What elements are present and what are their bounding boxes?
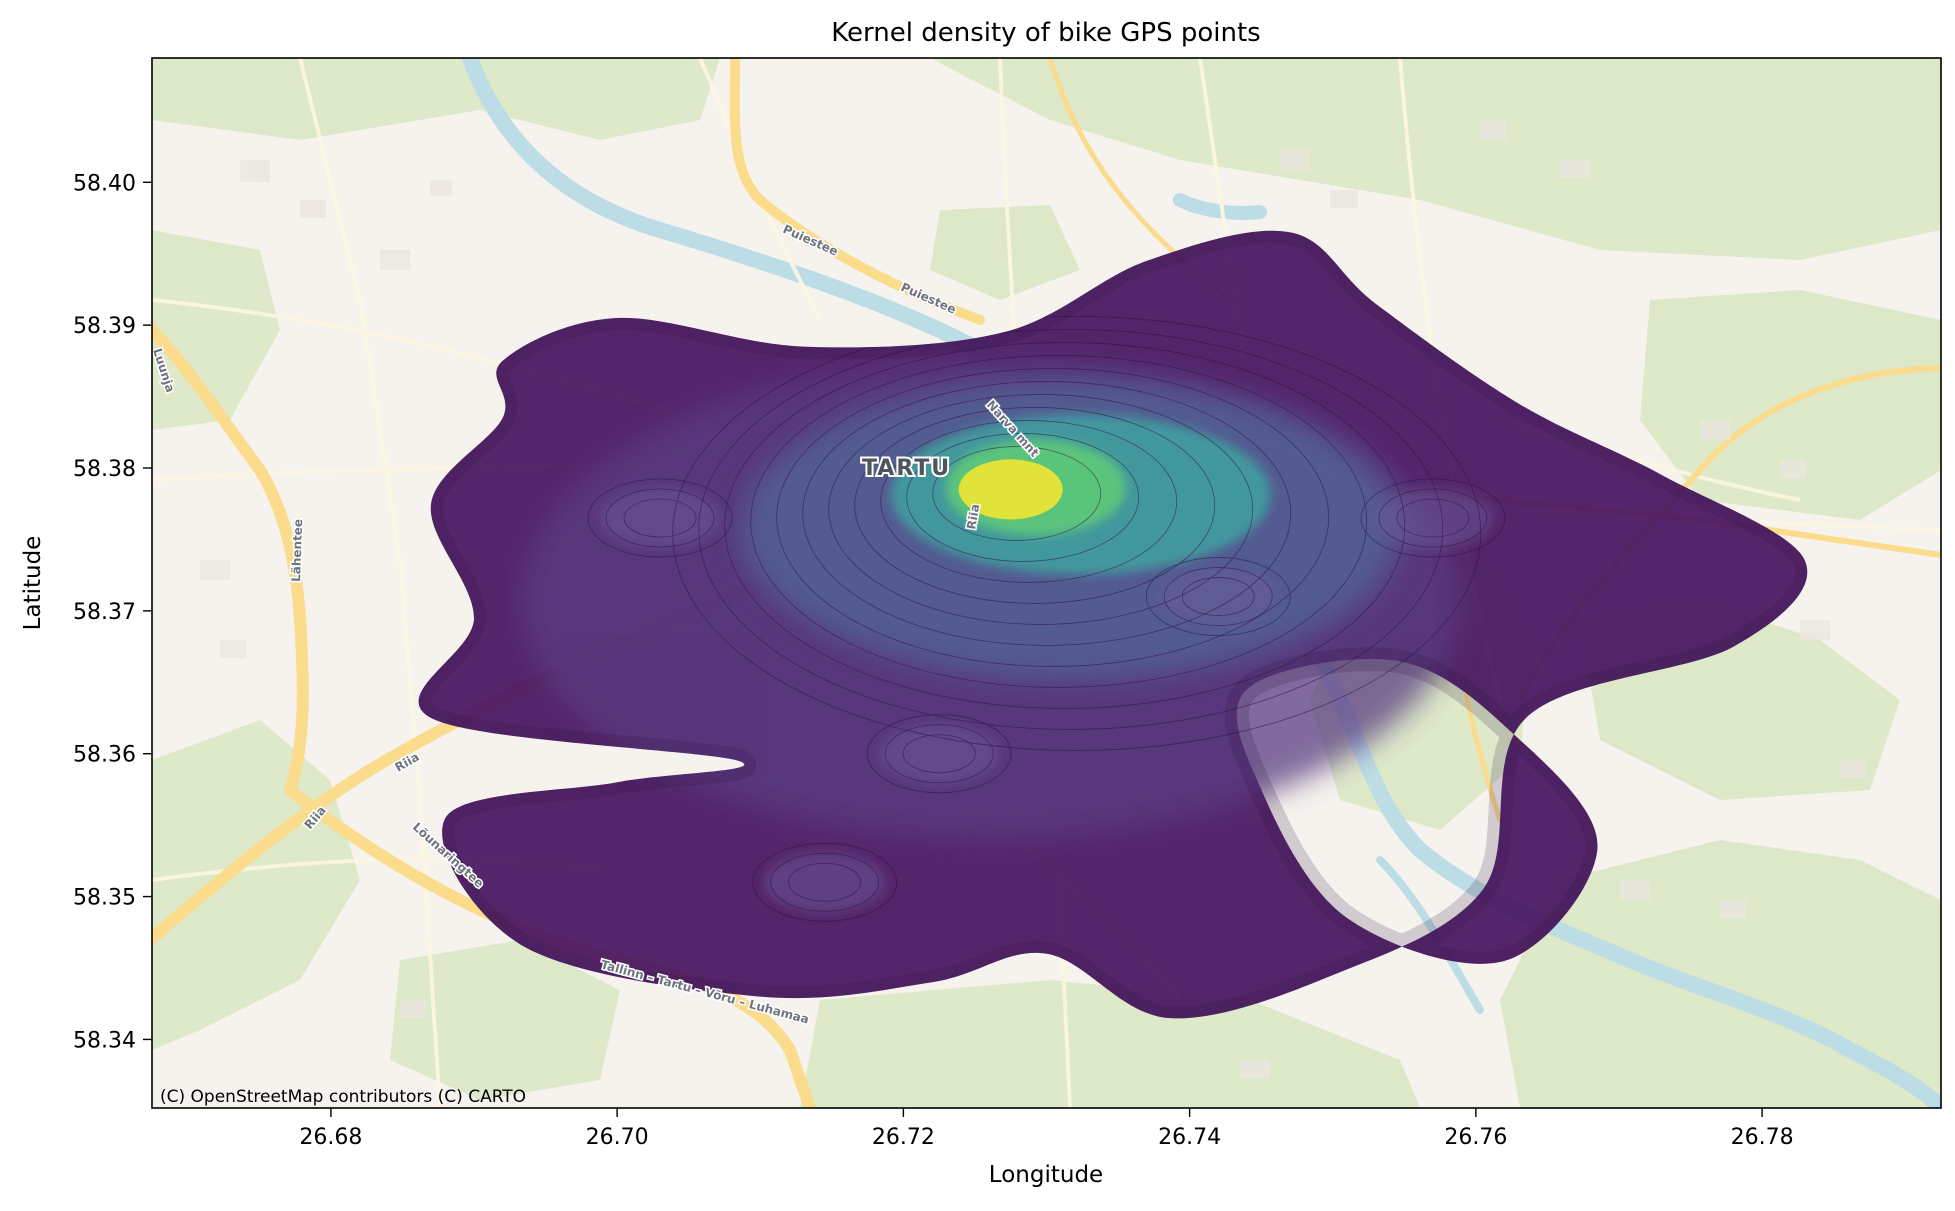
y-tick-label: 58.34	[73, 1028, 136, 1053]
contour-line	[1360, 478, 1506, 558]
y-tick-label: 58.40	[73, 171, 136, 196]
contour-line	[884, 724, 994, 784]
contour-line	[724, 342, 1406, 709]
y-tick-label: 58.39	[73, 314, 136, 339]
contour-line	[1145, 557, 1291, 636]
contour-line	[587, 478, 733, 558]
map-attribution: (C) OpenStreetMap contributors (C) CARTO	[160, 1087, 526, 1107]
axes-frame	[151, 57, 1942, 1109]
density-inner	[418, 230, 1808, 1019]
contour-line	[605, 488, 715, 548]
x-axis-label: Longitude	[989, 1162, 1103, 1188]
y-axis-label: Latitude	[20, 536, 46, 631]
density-secondary-peak	[764, 852, 885, 913]
map-label-riia-1: Riia	[964, 503, 982, 531]
contour-line	[1396, 498, 1470, 538]
y-tick-label: 58.37	[73, 600, 136, 625]
contour-line	[672, 316, 1482, 751]
contour-line	[770, 852, 880, 912]
contour-line	[1163, 567, 1273, 626]
x-tick-label: 26.78	[1731, 1125, 1794, 1150]
density-peak	[958, 459, 1063, 520]
contour-line	[698, 329, 1444, 730]
x-tick-label: 26.70	[586, 1125, 649, 1150]
chart-title: Kernel density of bike GPS points	[831, 18, 1260, 48]
contour-lines	[587, 316, 1506, 922]
map-label-lahentee: Lähentee	[289, 519, 305, 582]
y-tick-label: 58.35	[73, 886, 136, 911]
density-secondary-peak	[1158, 566, 1279, 627]
map-label-tartu: TARTU	[862, 456, 951, 481]
contour-line	[880, 420, 1178, 583]
y-tick-label: 58.36	[73, 743, 136, 768]
contour-line	[866, 714, 1012, 794]
x-tick-label: 26.76	[1444, 1125, 1507, 1150]
contour-line	[788, 862, 862, 902]
density-secondary-peak	[600, 488, 721, 548]
y-axis: 58.34 58.35 58.36 58.37 58.38 58.39 58.40	[73, 171, 152, 1053]
contour-line	[802, 381, 1292, 646]
x-tick-label: 26.68	[299, 1125, 362, 1150]
x-tick-label: 26.74	[1158, 1125, 1221, 1150]
contour-line	[776, 368, 1330, 667]
contour-line	[1378, 488, 1488, 548]
x-axis: 26.68 26.70 26.72 26.74 26.76 26.78	[299, 1108, 1794, 1150]
contour-line	[623, 498, 697, 538]
contour-line	[902, 734, 976, 774]
contour-line	[1181, 577, 1255, 616]
contour-line	[752, 842, 898, 922]
contour-line	[932, 446, 1102, 541]
contour-line	[854, 407, 1216, 604]
x-tick-label: 26.72	[872, 1125, 935, 1150]
contour-edge	[418, 230, 1808, 1019]
contour-line	[750, 355, 1368, 688]
contour-line	[828, 394, 1254, 625]
density-secondary-peak	[879, 723, 1000, 784]
y-tick-label: 58.38	[73, 457, 136, 482]
density-layer	[418, 230, 1808, 1019]
density-secondary-peak	[1372, 488, 1493, 548]
contour-line	[906, 433, 1140, 562]
